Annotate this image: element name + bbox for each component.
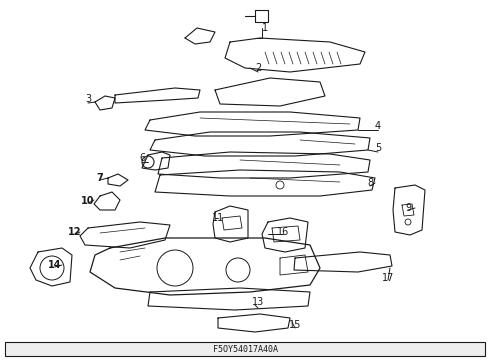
Text: 13: 13 xyxy=(252,297,264,307)
Text: 15: 15 xyxy=(289,320,301,330)
Text: 3: 3 xyxy=(85,94,91,104)
Text: 5: 5 xyxy=(375,143,381,153)
Text: 17: 17 xyxy=(382,273,394,283)
Text: 6: 6 xyxy=(139,153,145,163)
Text: 2: 2 xyxy=(255,63,261,73)
Text: 16: 16 xyxy=(277,227,289,237)
Text: 10: 10 xyxy=(81,196,95,206)
Text: F5OY54017A40A: F5OY54017A40A xyxy=(213,345,277,354)
Text: 9: 9 xyxy=(405,203,411,213)
Text: 1: 1 xyxy=(262,23,268,33)
FancyBboxPatch shape xyxy=(5,342,485,356)
Text: 11: 11 xyxy=(212,213,224,223)
Text: 12: 12 xyxy=(68,227,82,237)
Text: 8: 8 xyxy=(367,178,373,188)
Text: 14: 14 xyxy=(48,260,62,270)
Text: 7: 7 xyxy=(97,173,103,183)
Text: 4: 4 xyxy=(375,121,381,131)
